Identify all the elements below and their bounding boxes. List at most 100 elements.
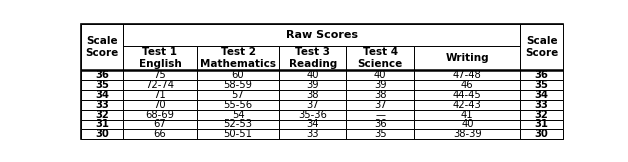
Text: 39: 39	[374, 80, 386, 90]
Text: 40: 40	[306, 70, 319, 80]
Text: 57: 57	[232, 90, 244, 100]
Bar	[346, 120, 414, 129]
Bar	[521, 24, 563, 70]
Bar	[279, 100, 346, 110]
Text: 58-59: 58-59	[224, 80, 252, 90]
Bar	[123, 100, 197, 110]
Bar	[123, 120, 197, 129]
Bar	[414, 70, 521, 80]
Bar	[346, 110, 414, 120]
Bar	[123, 129, 197, 139]
Bar	[123, 90, 197, 100]
Text: 35: 35	[374, 129, 386, 139]
Bar	[346, 90, 414, 100]
Text: 38-39: 38-39	[453, 129, 482, 139]
Bar	[197, 110, 279, 120]
Text: 33: 33	[95, 100, 109, 110]
Bar	[414, 110, 521, 120]
Bar	[346, 80, 414, 90]
Bar	[81, 129, 123, 139]
Bar	[197, 120, 279, 129]
Text: 33: 33	[534, 100, 548, 110]
Bar	[346, 129, 414, 139]
Bar	[197, 70, 279, 80]
Text: Test 4
Science: Test 4 Science	[357, 47, 403, 69]
Bar	[81, 80, 123, 90]
Bar	[521, 70, 563, 80]
Bar	[123, 70, 197, 80]
Text: 72-74: 72-74	[146, 80, 175, 90]
Bar	[279, 80, 346, 90]
Text: 34: 34	[306, 119, 319, 129]
Bar	[521, 100, 563, 110]
Text: 38: 38	[374, 90, 386, 100]
Bar	[414, 129, 521, 139]
Text: 34: 34	[95, 90, 109, 100]
Text: 36: 36	[374, 119, 386, 129]
Text: 33: 33	[306, 129, 319, 139]
Text: Raw Scores: Raw Scores	[286, 30, 358, 40]
Text: 50-51: 50-51	[224, 129, 252, 139]
Bar	[279, 129, 346, 139]
Text: 31: 31	[534, 119, 549, 129]
Bar	[197, 129, 279, 139]
Bar	[414, 80, 521, 90]
Text: 37: 37	[374, 100, 386, 110]
Bar	[279, 46, 346, 70]
Text: 35: 35	[534, 80, 548, 90]
Bar	[123, 46, 197, 70]
Bar	[279, 110, 346, 120]
Text: 32: 32	[534, 110, 548, 120]
Text: Scale
Score: Scale Score	[85, 36, 119, 58]
Text: 54: 54	[232, 110, 244, 120]
Bar	[346, 100, 414, 110]
Bar	[521, 110, 563, 120]
Bar	[521, 90, 563, 100]
Text: 40: 40	[374, 70, 386, 80]
Text: Writing: Writing	[445, 53, 489, 63]
Bar	[521, 80, 563, 90]
Bar	[521, 120, 563, 129]
Text: 30: 30	[534, 129, 548, 139]
Bar	[197, 90, 279, 100]
Text: 37: 37	[306, 100, 319, 110]
Text: 66: 66	[154, 129, 166, 139]
Text: 35-36: 35-36	[298, 110, 327, 120]
Bar	[197, 46, 279, 70]
Text: 67: 67	[154, 119, 166, 129]
Text: 60: 60	[232, 70, 244, 80]
Text: 52-53: 52-53	[224, 119, 252, 129]
Text: 34: 34	[534, 90, 549, 100]
Text: Test 3
Reading: Test 3 Reading	[289, 47, 337, 69]
Bar	[346, 70, 414, 80]
Text: 71: 71	[154, 90, 166, 100]
Bar	[279, 70, 346, 80]
Text: 30: 30	[95, 129, 109, 139]
Text: 70: 70	[154, 100, 166, 110]
Bar	[279, 90, 346, 100]
Bar	[81, 24, 123, 70]
Bar	[414, 100, 521, 110]
Bar	[279, 120, 346, 129]
Text: 39: 39	[306, 80, 319, 90]
Text: 36: 36	[534, 70, 548, 80]
Bar	[521, 129, 563, 139]
Bar	[414, 90, 521, 100]
Bar	[81, 110, 123, 120]
Bar	[197, 100, 279, 110]
Bar	[197, 80, 279, 90]
Text: 42-43: 42-43	[453, 100, 482, 110]
Bar	[81, 100, 123, 110]
Text: 68-69: 68-69	[146, 110, 175, 120]
Bar	[414, 120, 521, 129]
Bar	[81, 70, 123, 80]
Bar	[346, 46, 414, 70]
Bar	[81, 90, 123, 100]
Text: —: —	[375, 110, 385, 120]
Text: 44-45: 44-45	[453, 90, 482, 100]
Bar	[123, 24, 521, 46]
Text: Test 1
English: Test 1 English	[139, 47, 181, 69]
Text: 41: 41	[461, 110, 474, 120]
Text: Test 2
Mathematics: Test 2 Mathematics	[200, 47, 276, 69]
Text: 55-56: 55-56	[224, 100, 252, 110]
